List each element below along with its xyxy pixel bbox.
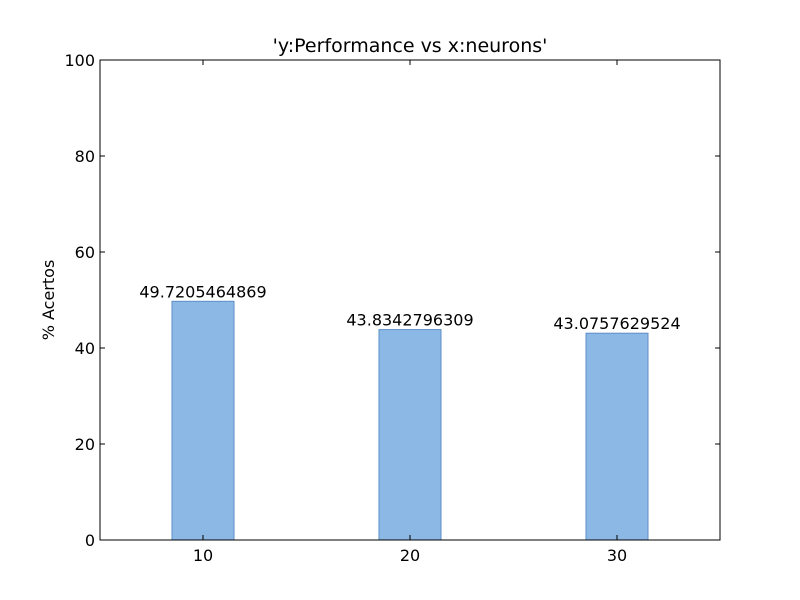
data-labels-group: 49.7205464869 43.8342796309 43.0757629524 bbox=[139, 282, 680, 333]
x-tick-label: 30 bbox=[607, 546, 627, 565]
data-label-10: 49.7205464869 bbox=[139, 282, 266, 301]
x-tick-label: 10 bbox=[193, 546, 213, 565]
y-tick-label: 100 bbox=[64, 51, 95, 70]
bars-group bbox=[171, 300, 649, 541]
data-label-20: 43.8342796309 bbox=[346, 311, 473, 330]
y-tick-label: 40 bbox=[75, 339, 95, 358]
chart-title: 'y:Performance vs x:neurons' bbox=[273, 35, 548, 57]
data-label-30: 43.0757629524 bbox=[553, 314, 680, 333]
y-tick-label: 60 bbox=[75, 243, 95, 262]
plot-frame bbox=[99, 59, 721, 541]
x-tick-label: 20 bbox=[400, 546, 420, 565]
y-tick-label: 20 bbox=[75, 435, 95, 454]
bar-10 bbox=[171, 300, 235, 541]
y-tick-label: 80 bbox=[75, 147, 95, 166]
x-ticks-group: 10 20 30 bbox=[193, 60, 627, 565]
bar-20 bbox=[378, 329, 442, 541]
y-axis-label: % Acertos bbox=[39, 260, 58, 341]
y-tick-label: 0 bbox=[85, 531, 95, 550]
bar-30 bbox=[585, 332, 649, 541]
